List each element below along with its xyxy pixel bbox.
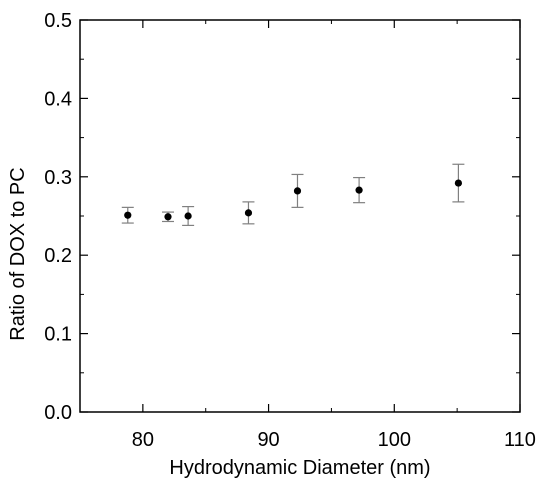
tick-labels: 80 90 100 110 0.0 0.1 0.2 0.3 0.4 0.5 [44,10,536,451]
data-point [454,179,462,187]
x-tick-label: 110 [504,429,536,451]
x-tick-label: 80 [132,429,154,451]
x-axis-title: Hydrodynamic Diameter (nm) [169,457,430,479]
plot-frame [79,19,521,413]
y-tick-label: 0.5 [44,10,72,32]
y-tick-label: 0.3 [44,167,72,189]
y-tick-label: 0.1 [44,324,72,346]
error-bars [121,163,465,227]
y-tick-label: 0.2 [44,245,72,267]
plot-area [79,19,521,413]
axes [79,19,521,413]
data-point [244,209,253,217]
data-point [184,212,192,220]
y-tick-label: 0.0 [44,402,72,424]
y-axis-title: Ratio of DOX to PC [7,167,29,340]
data-point [293,187,302,195]
data-point [164,213,172,221]
data-point [355,186,363,194]
x-tick-label: 90 [257,429,279,451]
x-tick-label: 100 [378,429,411,451]
data-points [124,179,462,221]
y-tick-label: 0.4 [44,88,72,110]
data-point [124,211,132,219]
